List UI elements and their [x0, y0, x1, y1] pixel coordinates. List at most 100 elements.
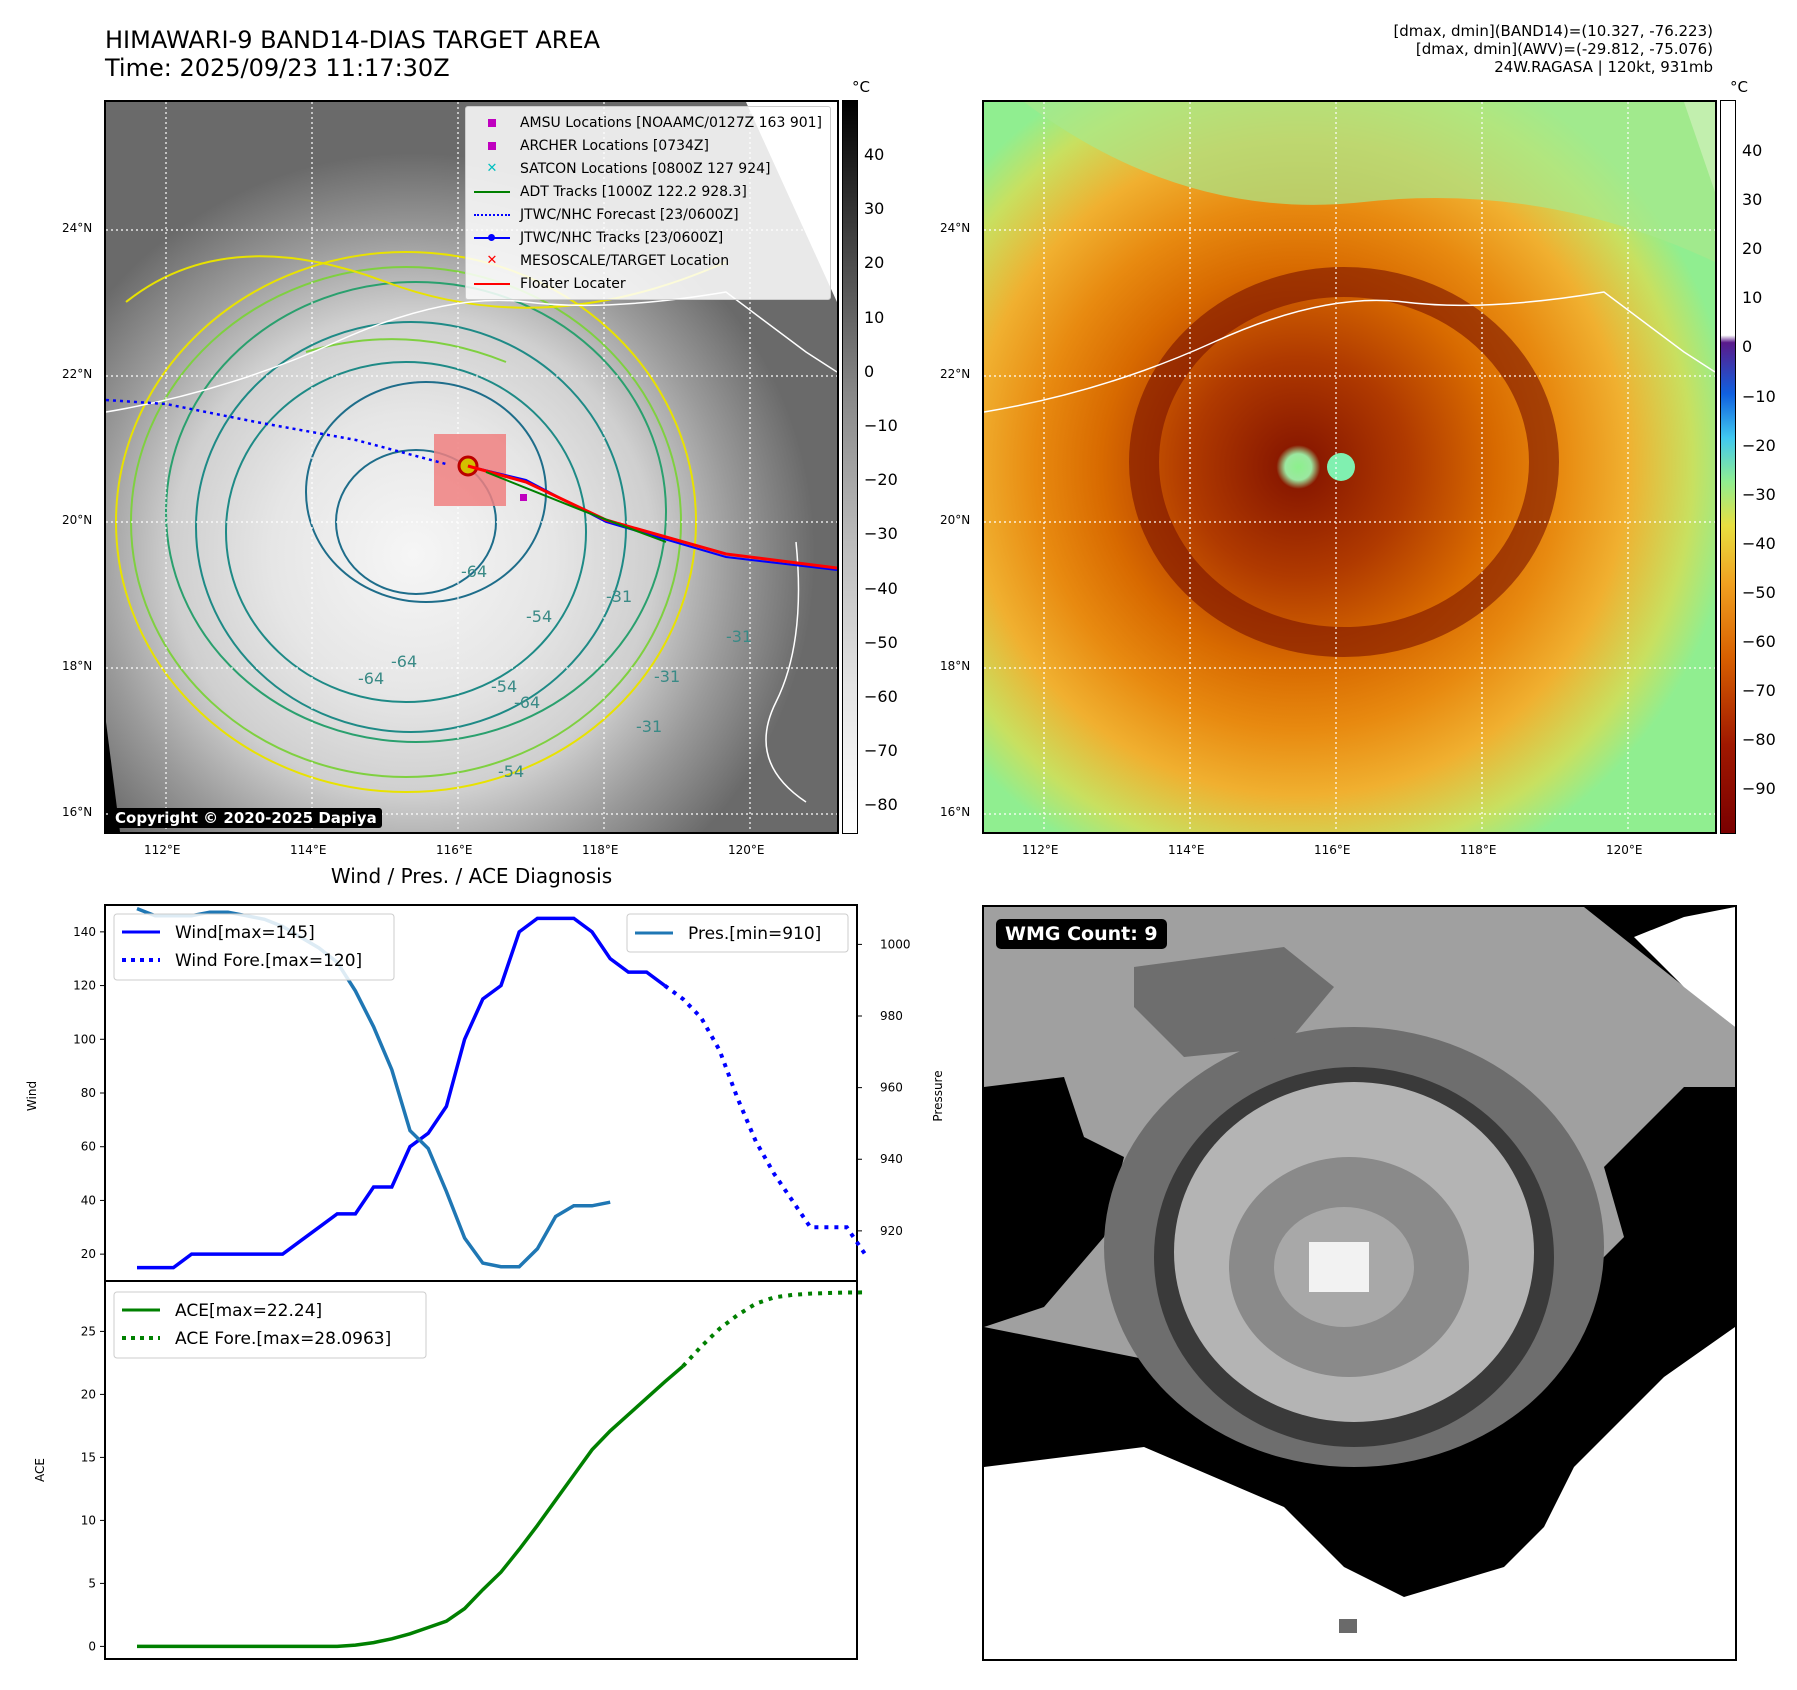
title-line-1: HIMAWARI-9 BAND14-DIAS TARGET AREA: [105, 26, 601, 54]
lat-label: 20°N: [940, 513, 971, 527]
contour-label: -31: [606, 587, 632, 606]
ace-tick-label: 20: [81, 1387, 96, 1401]
wind-axis-label: Wind: [25, 1081, 39, 1111]
lon-label: 118°E: [1460, 843, 1497, 857]
pressure-tick-label: 940: [880, 1152, 903, 1166]
ace-legend: ACE[max=22.24] ACE Fore.[max=28.0963]: [113, 1291, 427, 1359]
legend-item-forecast: JTWC/NHC Forecast [23/0600Z]: [473, 203, 822, 226]
lon-label: 112°E: [1022, 843, 1059, 857]
colorbar-tick-label: −40: [1742, 533, 1776, 553]
contour-label: -31: [654, 667, 680, 686]
colorbar-tick-label: −10: [1742, 386, 1776, 406]
colorbar-tick-label: −60: [864, 687, 898, 706]
info-line-1: [dmax, dmin](BAND14)=(10.327, -76.223): [1393, 22, 1713, 40]
colorbar-tick-label: −30: [864, 524, 898, 544]
contour-labels: -64 -64 -64 -54 -54 -31 -31 -31 -31 -64 …: [358, 562, 752, 781]
colorbar-tick-label: −50: [864, 632, 898, 652]
pressure-legend: Pres.[min=910]: [626, 913, 849, 953]
colorbar-tick-label: 30: [1742, 190, 1763, 210]
contour-label: -64: [461, 562, 487, 581]
wind-tick-label: 120: [73, 979, 96, 993]
wind-tick-label: 60: [81, 1140, 96, 1154]
wmg-panel: WMG Count: 9: [982, 905, 1737, 1661]
legend-item-jtwc: JTWC/NHC Tracks [23/0600Z]: [473, 226, 822, 249]
archer-marker: [520, 494, 527, 501]
colorbar-tick-label: −30: [1742, 484, 1776, 504]
lon-label: 112°E: [144, 843, 181, 857]
wind-line: [137, 916, 666, 1270]
adt-track: [485, 471, 667, 543]
lon-label: 114°E: [1168, 843, 1205, 857]
colorbar-tick-label: −20: [864, 470, 898, 490]
lon-label: 118°E: [582, 843, 619, 857]
colorbar-tick-label: −60: [1742, 632, 1776, 651]
colorbar-tick-label: −20: [1742, 435, 1776, 455]
ace-tick-label: 0: [88, 1639, 96, 1653]
diagnosis-title: Wind / Pres. / ACE Diagnosis: [330, 864, 613, 888]
lat-label: 24°N: [62, 221, 93, 235]
pressure-line: [136, 906, 611, 1269]
colorbar-tick-label: −40: [864, 578, 898, 598]
legend-wind-forecast: Wind Fore.[max=120]: [175, 951, 362, 971]
figure-info: [dmax, dmin](BAND14)=(10.327, -76.223) […: [1393, 22, 1713, 76]
ace-axis-label: ACE: [33, 1458, 47, 1482]
legend-item-target: ✕ MESOSCALE/TARGET Location: [486, 252, 730, 269]
colorbar-tick-label: 40: [1742, 141, 1763, 160]
gray-colorbar: [842, 100, 858, 834]
ace-forecast-line: [681, 1290, 866, 1368]
legend-item-satcon: ✕ SATCON Locations [0800Z 127 924]: [486, 160, 771, 177]
lon-label: 116°E: [1314, 843, 1351, 857]
contour-label: -31: [726, 627, 752, 646]
colorbar-tick-label: 10: [864, 307, 885, 327]
contour-label: -31: [636, 717, 662, 736]
contour-label: -54: [491, 677, 517, 696]
lat-label: 24°N: [940, 221, 971, 235]
legend-item-archer: ARCHER Locations [0734Z]: [474, 134, 822, 157]
colorbar-tick-label: 0: [1742, 337, 1753, 357]
colorbar-tick-label: −70: [1742, 681, 1776, 701]
wind-tick-label: 40: [81, 1193, 96, 1207]
colorbar-tick-label: −50: [1742, 582, 1776, 602]
contour-label: -54: [526, 607, 552, 626]
lat-label: 16°N: [62, 805, 93, 819]
ir-map-panel: -64 -64 -64 -54 -54 -31 -31 -31 -31 -64 …: [104, 100, 839, 834]
pressure-tick-label: 960: [880, 1081, 903, 1095]
legend-pressure: Pres.[min=910]: [688, 924, 821, 944]
legend-ace-forecast: ACE Fore.[max=28.0963]: [175, 1329, 391, 1349]
awv-map-panel: [982, 100, 1717, 834]
colorbar-tick-label: −70: [864, 741, 898, 761]
contour-label: -64: [358, 669, 384, 688]
info-line-2: [dmax, dmin](AWV)=(-29.812, -75.076): [1415, 40, 1713, 58]
colorbar-tick-label: 40: [864, 145, 885, 164]
legend-wind: Wind[max=145]: [175, 923, 315, 943]
copyright-label: Copyright © 2020-2025 Dapiya: [110, 808, 382, 828]
wind-tick-label: 140: [73, 925, 96, 939]
pressure-axis-label: Pressure: [931, 1070, 945, 1121]
lat-label: 16°N: [940, 805, 971, 819]
figure-title: HIMAWARI-9 BAND14-DIAS TARGET AREA Time:…: [105, 26, 600, 82]
wind-tick-label: 80: [81, 1086, 96, 1100]
wind-tick-label: 20: [81, 1247, 96, 1261]
awv-colorbar-unit: °C: [1730, 78, 1748, 96]
legend-item-floater: Floater Locater: [473, 272, 822, 295]
gray-colorbar-unit: °C: [852, 78, 870, 96]
awv-map-grid: [984, 102, 1715, 832]
lon-label: 114°E: [290, 843, 327, 857]
lat-label: 22°N: [62, 367, 93, 381]
title-line-2: Time: 2025/09/23 11:17:30Z: [105, 54, 450, 82]
contour-label: -54: [498, 762, 524, 781]
pressure-tick-label: 920: [880, 1224, 903, 1238]
wind-tick-label: 100: [73, 1032, 96, 1046]
legend-item-amsu: AMSU Locations [NOAAMC/0127Z 163 901]: [474, 111, 822, 134]
awv-map: [984, 102, 1715, 832]
wind-legend: Wind[max=145] Wind Fore.[max=120]: [113, 913, 395, 981]
wmg-image: [984, 907, 1735, 1659]
contour-label: -64: [514, 693, 540, 712]
legend-ace: ACE[max=22.24]: [175, 1301, 322, 1321]
colorbar-tick-label: −90: [1742, 779, 1776, 799]
pressure-tick-label: 1000: [880, 937, 911, 951]
lon-label: 120°E: [728, 843, 765, 857]
colorbar-tick-label: 30: [864, 199, 885, 219]
ace-tick-label: 15: [81, 1450, 96, 1464]
